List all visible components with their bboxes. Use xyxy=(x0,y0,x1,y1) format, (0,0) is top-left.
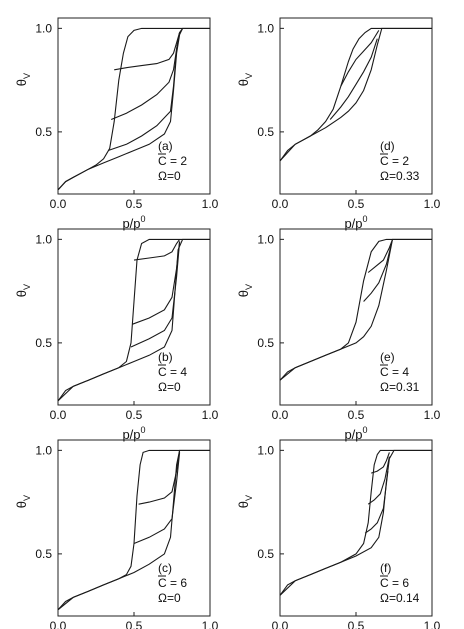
series-line xyxy=(371,452,390,474)
x-tick-label: 1.0 xyxy=(202,197,219,211)
series-line xyxy=(138,450,181,505)
series-line xyxy=(132,241,181,325)
panel-e: 0.0 0.5 1.0 0.5 1.0 p/p0 θV (e)C = 4Ω=0.31 xyxy=(236,228,441,442)
x-tick-label: 0.5 xyxy=(126,197,143,211)
series-line xyxy=(367,239,394,273)
plot-frame xyxy=(57,17,211,195)
y-tick-label: 0.5 xyxy=(35,547,52,561)
y-tick-label: 0.5 xyxy=(257,125,274,139)
x-tick-label: 0.0 xyxy=(272,408,289,422)
series-line xyxy=(363,245,392,302)
y-tick-label: 1.0 xyxy=(35,21,52,35)
y-axis-title: θV xyxy=(236,284,254,297)
panel-annotation: C = 2 xyxy=(158,154,187,168)
x-tick-label: 1.0 xyxy=(424,619,441,629)
x-tick-label: 0.5 xyxy=(348,619,365,629)
series-line xyxy=(279,449,432,596)
panel-a: 0.0 0.5 1.0 0.5 1.0 p/p0 θV (a)C = 2Ω=0 xyxy=(14,17,219,231)
x-tick-label: 0.5 xyxy=(348,408,365,422)
x-tick-label: 0.0 xyxy=(272,197,289,211)
panel-annotation: (e) xyxy=(380,350,395,364)
y-tick-label: 1.0 xyxy=(35,232,52,246)
series-line xyxy=(57,238,210,402)
panel-annotation: Ω=0 xyxy=(158,169,181,183)
series-line xyxy=(279,238,432,381)
plot-frame xyxy=(57,439,211,617)
series-line xyxy=(367,456,390,505)
plot-frame xyxy=(279,439,433,617)
panel-annotation: C = 2 xyxy=(380,154,409,168)
panel-annotation: (b) xyxy=(158,350,173,364)
x-tick-label: 0.5 xyxy=(126,408,143,422)
x-tick-label: 0.0 xyxy=(50,408,67,422)
panel-annotation: C = 4 xyxy=(158,365,187,379)
x-tick-label: 0.5 xyxy=(126,619,143,629)
panel-b: 0.0 0.5 1.0 0.5 1.0 p/p0 θV (b)C = 4Ω=0 xyxy=(14,228,219,442)
series-line xyxy=(57,449,210,611)
series-line xyxy=(130,241,181,348)
x-tick-label: 1.0 xyxy=(202,408,219,422)
panel-annotation: Ω=0.31 xyxy=(380,380,420,394)
x-tick-label: 1.0 xyxy=(202,619,219,629)
panel-annotation: (f) xyxy=(380,561,391,575)
x-tick-label: 0.0 xyxy=(272,619,289,629)
series-line xyxy=(329,38,378,120)
y-tick-label: 1.0 xyxy=(257,232,274,246)
x-tick-label: 0.0 xyxy=(50,197,67,211)
x-axis-title: p/p0 xyxy=(344,425,367,442)
x-tick-label: 1.0 xyxy=(424,408,441,422)
panel-annotation: Ω=0 xyxy=(158,380,181,394)
panel-annotation: C = 6 xyxy=(158,576,187,590)
x-axis-title: p/p0 xyxy=(344,214,367,231)
panel-annotation: (c) xyxy=(158,561,172,575)
panel-d: 0.0 0.5 1.0 0.5 1.0 p/p0 θV (d)C = 2Ω=0.33 xyxy=(236,17,441,231)
y-tick-label: 1.0 xyxy=(35,443,52,457)
y-tick-label: 0.5 xyxy=(35,336,52,350)
x-axis-title: p/p0 xyxy=(122,425,145,442)
series-line xyxy=(57,449,210,611)
panel-annotation: C = 6 xyxy=(380,576,409,590)
y-axis-title: θV xyxy=(14,495,32,508)
y-tick-label: 1.0 xyxy=(257,21,274,35)
y-tick-label: 0.5 xyxy=(257,336,274,350)
x-tick-label: 1.0 xyxy=(424,197,441,211)
panel-annotation: Ω=0.33 xyxy=(380,169,420,183)
series-line xyxy=(108,32,181,152)
panel-annotation: C = 4 xyxy=(380,365,409,379)
series-line xyxy=(110,32,181,121)
panel-annotation: Ω=0 xyxy=(158,591,181,605)
series-line xyxy=(57,27,210,191)
x-tick-label: 0.0 xyxy=(50,619,67,629)
series-line xyxy=(279,27,432,162)
plot-frame xyxy=(57,228,211,406)
series-line xyxy=(57,238,210,402)
x-tick-label: 0.5 xyxy=(348,197,365,211)
x-axis-title: p/p0 xyxy=(122,214,145,231)
panel-annotation: (a) xyxy=(158,139,173,153)
series-line xyxy=(279,27,432,162)
series-line xyxy=(133,239,181,261)
y-axis-title: θV xyxy=(14,73,32,86)
plot-frame xyxy=(279,228,433,406)
y-tick-label: 1.0 xyxy=(257,443,274,457)
y-axis-title: θV xyxy=(14,284,32,297)
y-tick-label: 0.5 xyxy=(257,547,274,561)
series-line xyxy=(279,449,432,596)
panel-annotation: (d) xyxy=(380,139,395,153)
series-line xyxy=(364,471,389,534)
series-line xyxy=(340,30,380,87)
series-line xyxy=(133,452,181,545)
y-tick-label: 0.5 xyxy=(35,125,52,139)
panel-annotation: Ω=0.14 xyxy=(380,591,420,605)
series-line xyxy=(279,238,432,381)
y-axis-title: θV xyxy=(236,73,254,86)
y-axis-title: θV xyxy=(236,495,254,508)
